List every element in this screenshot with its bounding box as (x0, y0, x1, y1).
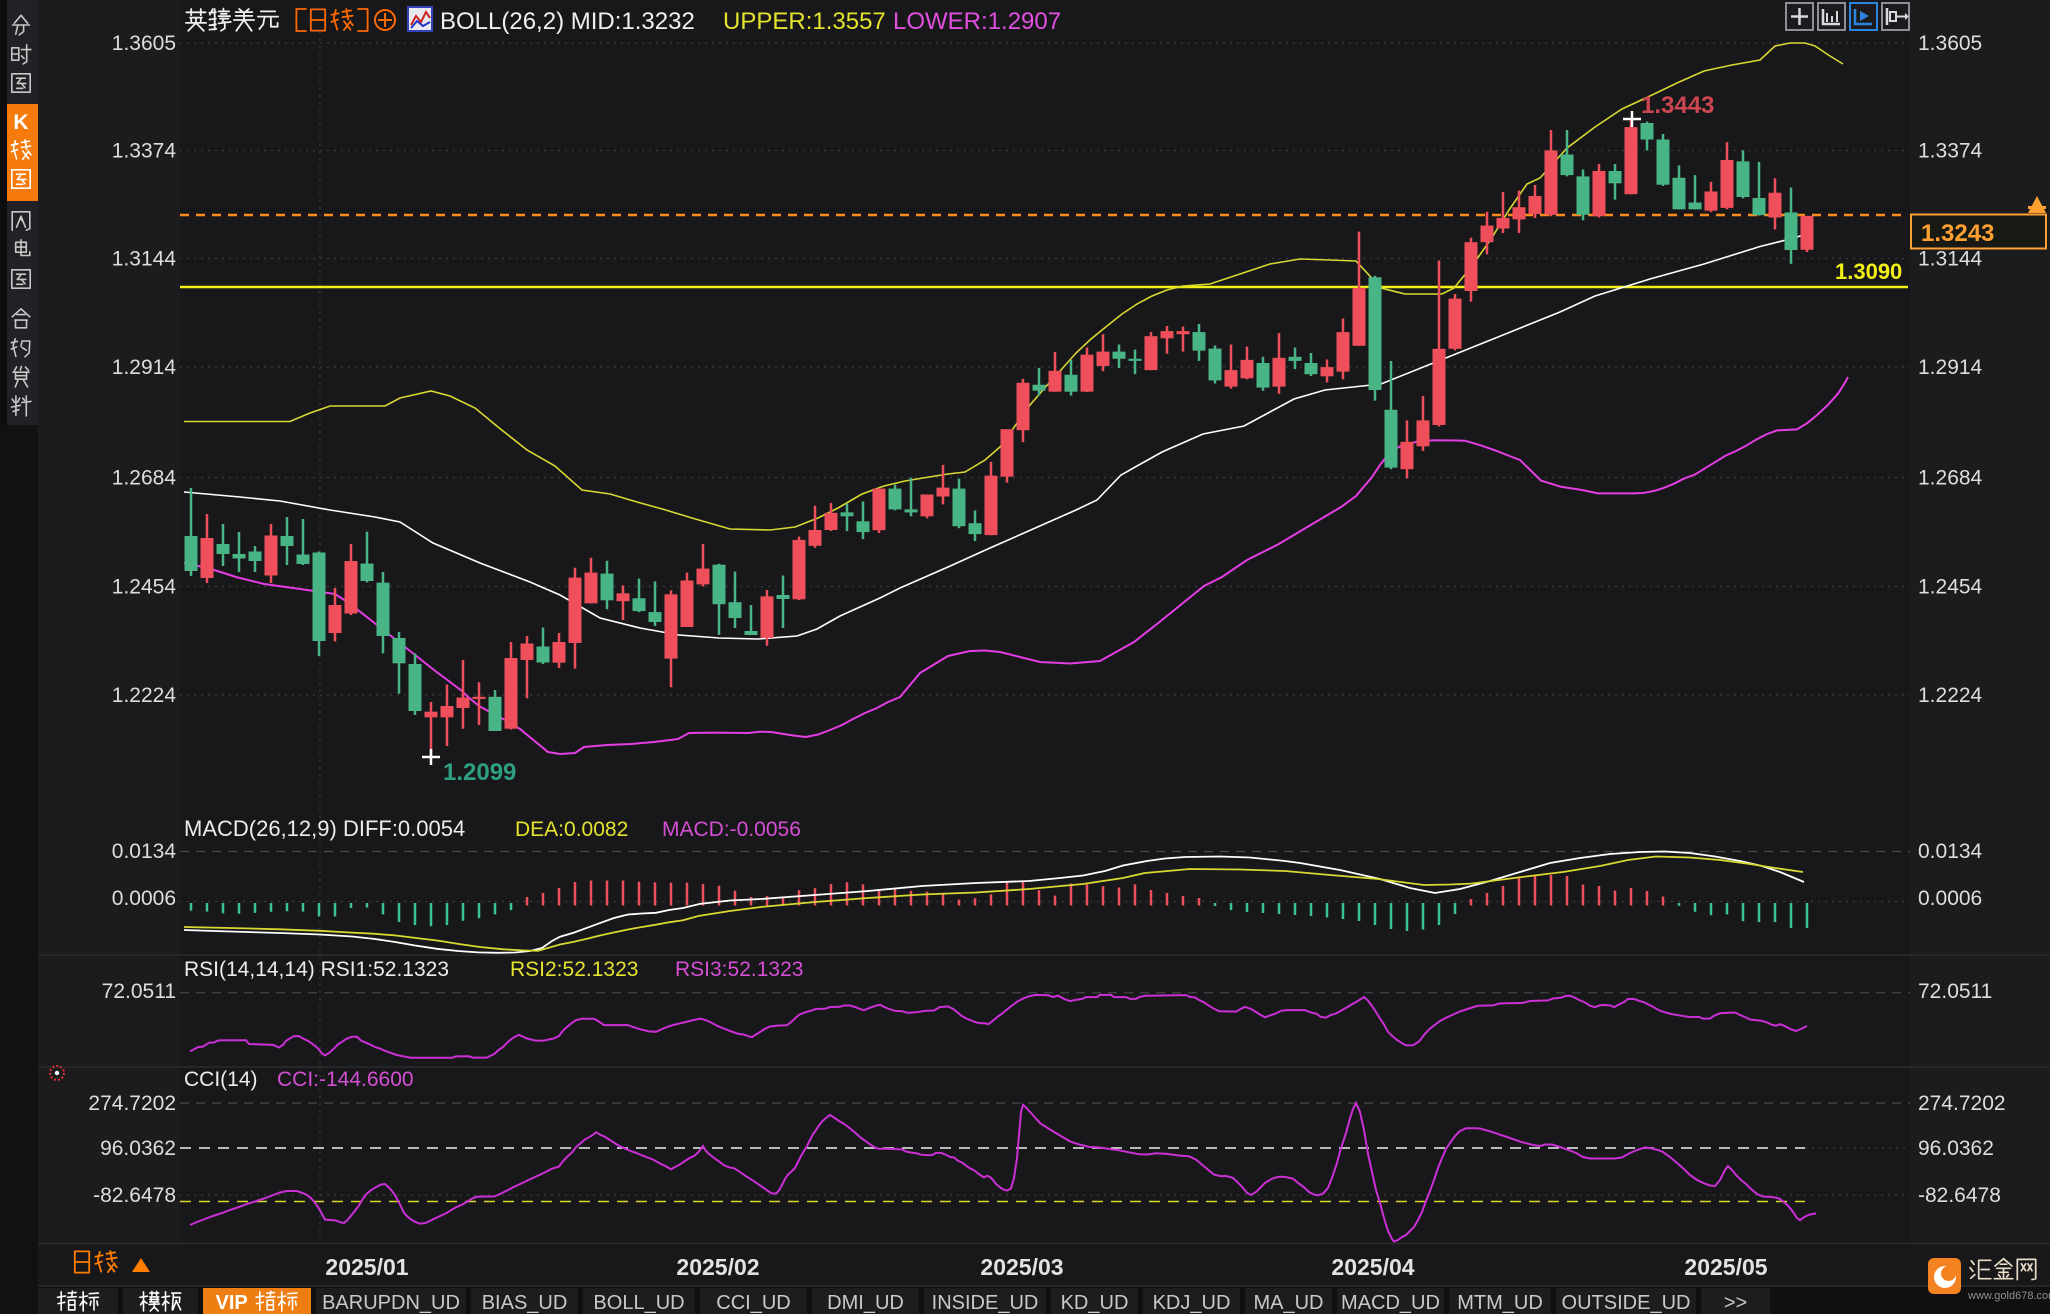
svg-text:1.2454: 1.2454 (112, 576, 177, 599)
svg-text:BARUPDN_UD: BARUPDN_UD (322, 1292, 460, 1314)
svg-text:-82.6478: -82.6478 (93, 1184, 176, 1207)
svg-text:1.2224: 1.2224 (1918, 684, 1983, 707)
svg-text:2025/01: 2025/01 (325, 1254, 408, 1280)
svg-text:2025/04: 2025/04 (1331, 1254, 1414, 1280)
svg-text:1.3090: 1.3090 (1835, 259, 1902, 284)
svg-text:1.2684: 1.2684 (112, 467, 177, 490)
svg-text:MACD_UD: MACD_UD (1341, 1292, 1440, 1314)
svg-text:1.3374: 1.3374 (112, 140, 177, 163)
svg-text:OUTSIDE_UD: OUTSIDE_UD (1562, 1292, 1691, 1314)
svg-text:1.2224: 1.2224 (112, 684, 177, 707)
svg-text:CCI:-144.6600: CCI:-144.6600 (277, 1068, 414, 1091)
svg-text:1.3605: 1.3605 (1918, 32, 1982, 55)
svg-text:INSIDE_UD: INSIDE_UD (932, 1292, 1039, 1314)
svg-text:K: K (13, 111, 28, 134)
svg-text:RSI2:52.1323: RSI2:52.1323 (510, 958, 638, 981)
svg-text:CCI(14): CCI(14) (184, 1068, 258, 1091)
svg-text:KDJ_UD: KDJ_UD (1153, 1292, 1231, 1314)
svg-text:1.3243: 1.3243 (1921, 220, 1994, 247)
svg-text:DMI_UD: DMI_UD (827, 1292, 904, 1314)
svg-text:BIAS_UD: BIAS_UD (482, 1292, 568, 1314)
svg-text:96.0362: 96.0362 (100, 1137, 176, 1160)
svg-text:UPPER:1.3557: UPPER:1.3557 (723, 8, 886, 35)
svg-text:RSI3:52.1323: RSI3:52.1323 (675, 958, 803, 981)
svg-text:0.0006: 0.0006 (1918, 887, 1982, 910)
svg-text:MACD(26,12,9) DIFF:0.0054: MACD(26,12,9) DIFF:0.0054 (184, 816, 465, 841)
svg-text:VIP: VIP (216, 1292, 248, 1314)
svg-text:KD_UD: KD_UD (1061, 1292, 1129, 1314)
svg-text:274.7202: 274.7202 (88, 1092, 176, 1115)
svg-text:0.0006: 0.0006 (112, 887, 176, 910)
svg-text:0.0134: 0.0134 (1918, 840, 1983, 863)
svg-text:2025/03: 2025/03 (980, 1254, 1063, 1280)
svg-text:1.2914: 1.2914 (1918, 356, 1983, 379)
svg-text:BOLL_UD: BOLL_UD (593, 1292, 684, 1314)
svg-text:www.gold678.com: www.gold678.com (1967, 1290, 2050, 1302)
svg-text:MA_UD: MA_UD (1253, 1292, 1323, 1314)
svg-text:72.0511: 72.0511 (1918, 980, 1992, 1003)
svg-text:1.2914: 1.2914 (112, 356, 177, 379)
svg-text:LOWER:1.2907: LOWER:1.2907 (893, 8, 1061, 35)
svg-text:RSI(14,14,14) RSI1:52.1323: RSI(14,14,14) RSI1:52.1323 (184, 958, 449, 981)
svg-text:274.7202: 274.7202 (1918, 1092, 2006, 1115)
svg-text:1.2454: 1.2454 (1918, 576, 1983, 599)
svg-text:BOLL(26,2) MID:1.3232: BOLL(26,2) MID:1.3232 (440, 8, 695, 35)
svg-text:1.3443: 1.3443 (1641, 92, 1714, 119)
svg-text:1.3144: 1.3144 (1918, 248, 1983, 271)
svg-text:72.0511: 72.0511 (102, 980, 176, 1003)
svg-text:DEA:0.0082: DEA:0.0082 (515, 818, 628, 841)
svg-text:-82.6478: -82.6478 (1918, 1184, 2001, 1207)
svg-text:0.0134: 0.0134 (112, 840, 177, 863)
svg-text:1.3374: 1.3374 (1918, 140, 1983, 163)
svg-text:>>: >> (1724, 1292, 1747, 1314)
svg-text:2025/05: 2025/05 (1684, 1254, 1767, 1280)
svg-text:MACD:-0.0056: MACD:-0.0056 (662, 818, 801, 841)
svg-text:MTM_UD: MTM_UD (1457, 1292, 1543, 1314)
svg-text:1.2099: 1.2099 (443, 759, 516, 786)
svg-text:2025/02: 2025/02 (676, 1254, 759, 1280)
svg-text:1.3605: 1.3605 (112, 32, 176, 55)
svg-text:CCI_UD: CCI_UD (716, 1292, 790, 1314)
svg-text:1.3144: 1.3144 (112, 248, 177, 271)
svg-text:1.2684: 1.2684 (1918, 467, 1983, 490)
svg-text:96.0362: 96.0362 (1918, 1137, 1994, 1160)
